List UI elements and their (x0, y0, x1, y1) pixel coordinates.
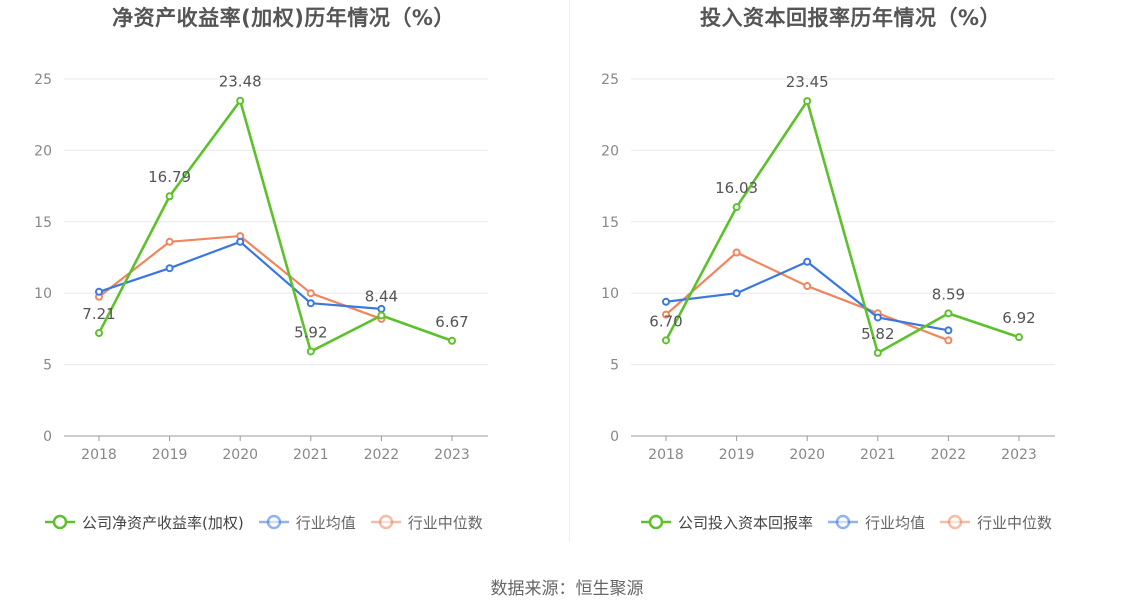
industry_median-data-point (306, 289, 315, 298)
chart-legend: 公司净资产收益率(加权) 行业均值 行业中位数 (44, 510, 497, 534)
company-data-point (873, 348, 882, 357)
legend-item-industry_avg[interactable]: 行业均值 (258, 512, 356, 533)
legend-item-company[interactable]: 公司投入资本回报率 (640, 512, 813, 533)
legend-marker-icon (828, 514, 859, 530)
industry_median-data-point (165, 237, 174, 246)
data-label: 16.79 (148, 168, 191, 186)
y-tick-label: 15 (34, 215, 52, 231)
data-label: 6.92 (1002, 309, 1035, 327)
y-tick-label: 5 (43, 358, 52, 374)
legend-item-industry_median[interactable]: 行业中位数 (370, 512, 483, 533)
x-tick-label: 2020 (789, 447, 825, 463)
legend-item-company[interactable]: 公司净资产收益率(加权) (44, 512, 244, 533)
company-data-point (306, 347, 315, 356)
legend-label: 行业均值 (865, 513, 926, 532)
legend-label: 行业均值 (295, 513, 356, 532)
legend-marker-icon (370, 514, 401, 530)
data-label: 5.82 (861, 325, 894, 343)
chart-title: 净资产收益率(加权)历年情况（%） (112, 6, 455, 30)
industry_avg-data-point (377, 304, 386, 313)
x-tick-label: 2023 (1001, 447, 1037, 463)
company-data-point (95, 329, 103, 338)
industry_avg-data-point (732, 289, 741, 298)
industry_avg-data-point (662, 297, 670, 306)
roe-chart-panel: 净资产收益率(加权)历年情况（%） 0 5 10 15 20 25 2018 2019 2020… (0, 0, 567, 560)
industry_median-data-point (944, 336, 953, 345)
roic-chart-panel: 投入资本回报率历年情况（%） 0 5 10 15 20 25 2018 2019 2020 202… (567, 0, 1134, 560)
industry_avg-data-point (306, 299, 315, 308)
legend-label: 公司投入资本回报率 (678, 513, 814, 532)
y-tick-label: 5 (610, 358, 619, 374)
company-data-point (662, 336, 670, 345)
legend-item-industry_median[interactable]: 行业中位数 (939, 512, 1052, 533)
x-tick-label: 2021 (293, 447, 329, 463)
industry_avg-data-point (803, 257, 812, 266)
chart-legend: 公司投入资本回报率 行业均值 行业中位数 (640, 510, 1066, 534)
data-label: 23.48 (219, 73, 262, 91)
industry_avg-series-line (665, 260, 949, 332)
y-tick-label: 15 (601, 215, 619, 231)
x-tick-label: 2022 (931, 447, 967, 463)
panel-divider (569, 0, 570, 542)
x-tick-label: 2020 (222, 447, 258, 463)
y-tick-label: 0 (43, 429, 52, 445)
x-tick-label: 2019 (719, 447, 755, 463)
industry_avg-data-point (95, 287, 103, 296)
data-label: 16.03 (715, 179, 758, 197)
legend-marker-icon (258, 514, 289, 530)
chart-title: 投入资本回报率历年情况（%） (699, 6, 1002, 30)
company-data-point (732, 203, 741, 212)
company-series-line (664, 99, 1020, 355)
y-tick-label: 20 (601, 143, 619, 159)
data-label: 8.44 (365, 287, 398, 305)
y-tick-label: 10 (601, 286, 619, 302)
data-label: 6.67 (435, 313, 468, 331)
y-tick-label: 20 (34, 143, 52, 159)
data-label: 23.45 (786, 73, 829, 91)
legend-label: 行业中位数 (407, 513, 483, 532)
company-data-point (377, 311, 386, 320)
x-tick-label: 2018 (81, 447, 117, 463)
data-label: 6.70 (649, 312, 682, 330)
company-data-point (944, 309, 953, 318)
industry_avg-data-point (236, 237, 245, 246)
industry_median-data-point (803, 282, 812, 291)
x-tick-label: 2023 (434, 447, 470, 463)
company-data-point (803, 97, 812, 106)
industry_avg-data-point (873, 313, 882, 322)
x-tick-label: 2021 (860, 447, 896, 463)
legend-marker-icon (641, 514, 671, 530)
y-tick-label: 25 (34, 72, 52, 88)
industry_avg-data-point (165, 264, 174, 273)
x-tick-label: 2019 (152, 447, 188, 463)
data-label: 8.59 (932, 285, 965, 303)
legend-label: 公司净资产收益率(加权) (82, 513, 244, 532)
y-tick-label: 0 (610, 429, 619, 445)
roe-line-chart: 0 5 10 15 20 25 2018 2019 2020 2021 2022 2023 7.21 16… (34, 72, 488, 463)
industry_median-data-point (662, 310, 670, 319)
data-label: 5.92 (294, 323, 327, 341)
industry_median-data-point (732, 248, 741, 257)
company-data-point (448, 336, 456, 345)
legend-marker-icon (45, 514, 75, 530)
y-tick-label: 10 (34, 286, 52, 302)
x-tick-label: 2022 (364, 447, 400, 463)
company-data-point (165, 192, 174, 201)
data-source-note: 数据来源：恒生聚源 (490, 579, 644, 599)
x-tick-label: 2018 (648, 447, 684, 463)
company-data-point (236, 96, 245, 105)
company-data-point (1015, 333, 1023, 342)
legend-label: 行业中位数 (977, 513, 1053, 532)
legend-marker-icon (940, 514, 971, 530)
legend-item-industry_avg[interactable]: 行业均值 (827, 512, 925, 533)
roic-line-chart: 0 5 10 15 20 25 2018 2019 2020 2021 2022 2023 6.70 16… (601, 72, 1055, 463)
industry_avg-data-point (944, 326, 953, 335)
data-label: 7.21 (82, 305, 115, 323)
company-series-line (97, 99, 453, 353)
y-tick-label: 25 (601, 72, 619, 88)
